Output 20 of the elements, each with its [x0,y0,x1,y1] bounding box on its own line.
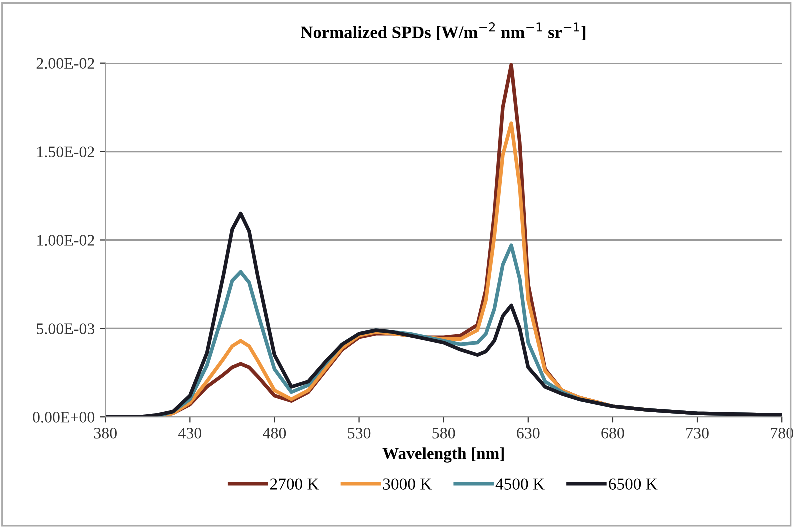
x-tick-label: 430 [178,428,202,439]
y-tick-label: 5.00E-03 [37,324,95,334]
chart-title: Normalized SPDs [W/m$^{−2}$ nm$^{−1}$ sr$^{−1}$] [301,22,586,41]
y-tick-label: 2.00E-02 [36,58,94,70]
legend-label: 6500 K [609,478,658,490]
y-tick-label: 1.50E-02 [38,146,94,158]
x-tick-label: 380 [94,428,117,439]
x-tick-label: 580 [432,428,456,439]
legend-label: 3000 K [383,478,432,490]
x-tick-label: 780 [771,428,794,439]
x-tick-label: 630 [517,428,540,439]
x-tick-label: 730 [686,428,709,439]
legend-label: 4500 K [496,478,545,490]
x-tick-label: 680 [602,428,624,439]
y-tick-label: 0.00E+00 [33,412,95,423]
x-axis-title: Wavelength [nm] [382,448,504,463]
x-tick-label: 480 [263,428,286,439]
legend-label: 2700 K [270,478,320,490]
y-tick-label: 1.00E-02 [38,235,94,246]
x-tick-label: 530 [348,428,371,439]
